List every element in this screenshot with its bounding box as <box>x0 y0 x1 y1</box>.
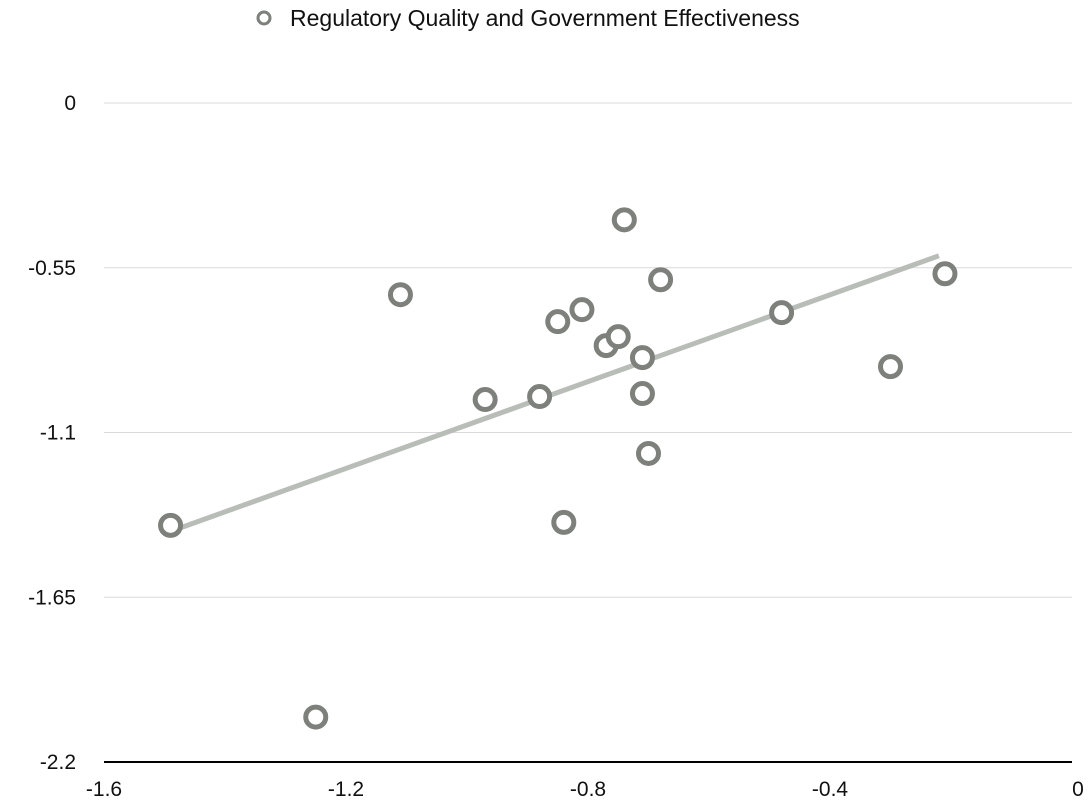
x-tick-label: -1.6 <box>86 778 122 801</box>
x-tick-label: 0 <box>1072 778 1084 801</box>
y-tick-label: 0 <box>64 92 76 115</box>
x-tick-label: -0.8 <box>570 778 606 801</box>
legend: Regulatory Quality and Government Effect… <box>256 5 800 31</box>
trendline <box>169 253 940 534</box>
data-point <box>545 309 571 335</box>
y-axis-tick-labels: 0 -0.55 -1.1 -1.65 -2.2 <box>28 92 76 774</box>
data-point <box>878 354 903 380</box>
y-tick-label: -0.55 <box>28 257 76 280</box>
data-point <box>629 345 655 371</box>
data-points <box>158 207 958 730</box>
data-point <box>932 261 958 287</box>
data-point <box>527 384 553 410</box>
x-axis-tick-labels: -1.6 -1.2 -0.8 -0.4 0 <box>86 778 1084 801</box>
data-point <box>611 207 637 233</box>
legend-marker <box>256 10 272 26</box>
gridlines <box>104 102 1072 598</box>
data-point <box>629 381 655 407</box>
legend-label: Regulatory Quality and Government Effect… <box>290 5 800 31</box>
data-point <box>158 512 184 538</box>
data-point <box>636 440 661 466</box>
x-tick-label: -0.4 <box>812 778 849 801</box>
data-point <box>769 300 795 326</box>
y-tick-label: -1.65 <box>28 586 76 609</box>
data-point <box>387 282 413 308</box>
data-point <box>648 267 674 293</box>
data-point <box>569 297 595 323</box>
data-point <box>551 509 577 535</box>
x-tick-label: -1.2 <box>328 778 364 801</box>
y-tick-label: -2.2 <box>40 751 76 774</box>
trendline-group <box>169 253 940 534</box>
data-point <box>605 324 631 350</box>
data-point <box>472 387 498 413</box>
y-tick-label: -1.1 <box>40 422 76 445</box>
data-point <box>303 704 329 730</box>
